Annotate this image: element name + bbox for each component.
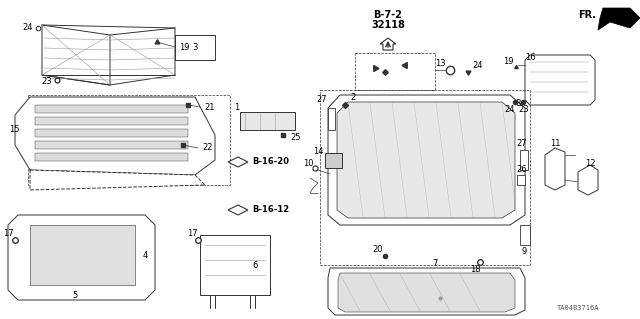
Polygon shape — [240, 112, 295, 130]
Polygon shape — [520, 225, 530, 245]
Text: 25: 25 — [291, 132, 301, 142]
Text: 26: 26 — [516, 166, 527, 174]
Polygon shape — [338, 273, 515, 312]
Text: 27: 27 — [317, 95, 327, 105]
Text: 13: 13 — [435, 58, 445, 68]
Text: TA04B3716A: TA04B3716A — [557, 305, 599, 311]
Text: B-16-20: B-16-20 — [252, 158, 289, 167]
Text: 2: 2 — [350, 93, 356, 102]
Polygon shape — [30, 170, 205, 190]
Text: 11: 11 — [550, 138, 560, 147]
Text: 8: 8 — [515, 100, 521, 108]
Polygon shape — [175, 35, 215, 60]
Text: 9: 9 — [522, 248, 527, 256]
Polygon shape — [337, 102, 515, 218]
Text: 19: 19 — [503, 57, 513, 66]
Text: 14: 14 — [313, 147, 323, 157]
Polygon shape — [517, 175, 525, 185]
Polygon shape — [325, 153, 342, 168]
Text: B-7-2: B-7-2 — [374, 10, 403, 20]
Text: 18: 18 — [470, 265, 480, 275]
Text: 3: 3 — [192, 43, 198, 53]
Text: FR.: FR. — [578, 10, 596, 20]
Text: 23: 23 — [518, 106, 529, 115]
Text: 4: 4 — [142, 250, 148, 259]
Text: B-16-12: B-16-12 — [252, 205, 289, 214]
Polygon shape — [30, 225, 135, 285]
Text: 15: 15 — [9, 125, 19, 135]
Text: 23: 23 — [42, 78, 52, 86]
Text: 10: 10 — [303, 159, 313, 167]
Polygon shape — [228, 205, 248, 215]
Polygon shape — [35, 117, 188, 125]
Polygon shape — [35, 105, 188, 113]
Text: 24: 24 — [23, 23, 33, 32]
Polygon shape — [328, 95, 525, 225]
Text: 27: 27 — [516, 138, 527, 147]
Polygon shape — [380, 38, 396, 50]
Text: 17: 17 — [3, 228, 13, 238]
Text: 12: 12 — [585, 159, 595, 167]
Text: 1: 1 — [234, 103, 239, 113]
Text: 17: 17 — [187, 228, 197, 238]
Polygon shape — [525, 55, 595, 105]
Polygon shape — [35, 153, 188, 161]
Text: 20: 20 — [372, 246, 383, 255]
Polygon shape — [8, 215, 155, 300]
Polygon shape — [228, 157, 248, 167]
Text: 22: 22 — [203, 144, 213, 152]
Text: 32118: 32118 — [371, 20, 405, 30]
Polygon shape — [520, 150, 528, 170]
Text: 24: 24 — [505, 106, 515, 115]
Polygon shape — [328, 108, 335, 130]
Polygon shape — [578, 165, 598, 195]
Polygon shape — [35, 141, 188, 149]
Text: 16: 16 — [525, 54, 535, 63]
Text: 5: 5 — [72, 291, 77, 300]
Polygon shape — [328, 268, 525, 315]
Text: 21: 21 — [205, 102, 215, 112]
Polygon shape — [15, 97, 215, 175]
Polygon shape — [200, 235, 270, 295]
Polygon shape — [598, 8, 640, 30]
Text: 19: 19 — [179, 42, 189, 51]
Text: 24: 24 — [473, 61, 483, 70]
Polygon shape — [35, 129, 188, 137]
Text: 7: 7 — [432, 258, 438, 268]
Text: 6: 6 — [252, 261, 258, 270]
Polygon shape — [545, 148, 565, 190]
